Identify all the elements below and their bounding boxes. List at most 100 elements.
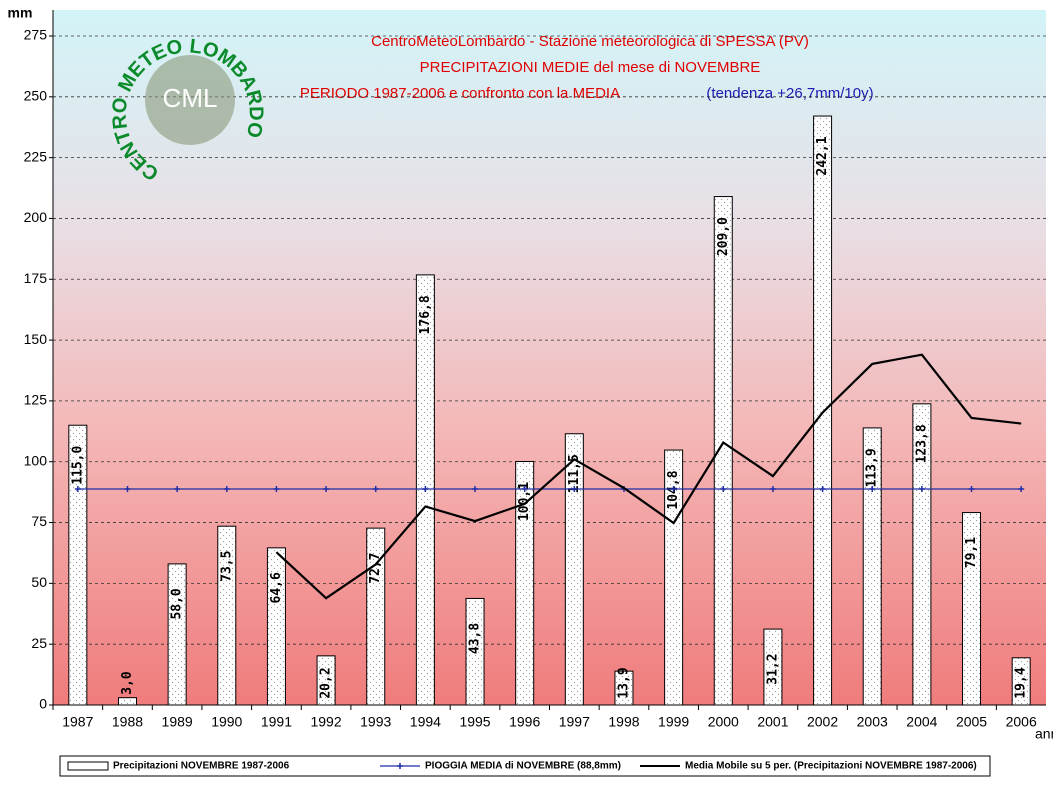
data-label: 13,9 (616, 667, 631, 698)
x-tick-label: 2003 (857, 714, 888, 730)
data-label: 113,9 (865, 448, 880, 487)
y-tick-label: 275 (24, 27, 48, 43)
bar (217, 525, 237, 706)
title-line: CentroMeteoLombardo - Stazione meteorolo… (371, 33, 809, 50)
bar (1011, 657, 1031, 706)
legend-label: PIOGGIA MEDIA di NOVEMBRE (88,8mm) (425, 761, 621, 772)
subtitle: (tendenza +26,7mm/10y) (706, 85, 873, 102)
line-marker (720, 485, 727, 492)
x-axis-label: anni (1035, 726, 1053, 742)
y-tick-label: 175 (24, 270, 48, 286)
data-label: 58,0 (170, 588, 185, 619)
x-tick-label: 1997 (559, 714, 590, 730)
title-line: PERIODO 1987-2006 e confronto con la MED… (300, 85, 620, 102)
data-label: 20,2 (319, 667, 334, 698)
line-marker (472, 485, 479, 492)
x-tick-label: 1993 (360, 714, 391, 730)
y-tick-label: 0 (39, 696, 47, 712)
bar (68, 424, 88, 706)
bar (515, 460, 535, 706)
line-marker (1018, 485, 1025, 492)
bar (763, 628, 783, 706)
x-tick-label: 2000 (708, 714, 739, 730)
bar (465, 597, 485, 706)
data-label: 242,1 (815, 136, 830, 175)
data-label: 31,2 (765, 653, 780, 684)
x-tick-label: 1999 (658, 714, 689, 730)
legend-marker (397, 763, 403, 769)
data-label: 115,0 (70, 446, 85, 485)
y-tick-label: 125 (24, 392, 48, 408)
x-tick-label: 1994 (410, 714, 441, 730)
bar (862, 427, 882, 706)
line-marker (124, 485, 131, 492)
line (275, 353, 1022, 600)
bar (713, 196, 733, 706)
bar (614, 670, 634, 706)
line-marker (521, 485, 528, 492)
line-marker (273, 485, 280, 492)
line-marker (74, 485, 81, 492)
x-tick-label: 2006 (1006, 714, 1037, 730)
line-marker (968, 485, 975, 492)
x-tick-label: 1995 (459, 714, 490, 730)
y-tick-label: 50 (31, 574, 47, 590)
line-marker (769, 485, 776, 492)
bar (366, 527, 386, 706)
bar (962, 512, 982, 706)
bar (564, 433, 584, 706)
y-tick-label: 75 (31, 513, 47, 529)
x-tick-label: 1989 (162, 714, 193, 730)
data-label: 176,8 (418, 295, 433, 334)
x-tick-label: 1998 (608, 714, 639, 730)
legend (59, 755, 991, 777)
x-tick-label: 1990 (211, 714, 242, 730)
data-label: 43,8 (468, 623, 483, 654)
x-tick-label: 2001 (757, 714, 788, 730)
data-label: 3,0 (120, 671, 135, 695)
line-marker (571, 485, 578, 492)
data-label: 73,5 (219, 551, 234, 582)
line-marker (223, 485, 230, 492)
title-line: PRECIPITAZIONI MEDIE del mese di NOVEMBR… (420, 59, 761, 76)
x-tick-label: 1988 (112, 714, 143, 730)
y-tick-label: 250 (24, 88, 48, 104)
x-tick-label: 1991 (261, 714, 292, 730)
logo-abbr: CML (163, 83, 218, 113)
y-tick-label: 150 (24, 331, 48, 347)
x-tick-label: 2004 (906, 714, 937, 730)
bar (813, 115, 833, 706)
y-axis-label: mm (8, 5, 33, 21)
data-label: 123,8 (914, 424, 929, 463)
x-tick-label: 2002 (807, 714, 838, 730)
line-marker (819, 485, 826, 492)
line-marker (918, 485, 925, 492)
y-tick-label: 100 (24, 452, 48, 468)
bar (266, 547, 286, 706)
x-tick-label: 2005 (956, 714, 987, 730)
line-marker (372, 485, 379, 492)
data-label: 79,1 (964, 537, 979, 568)
legend-label: Precipitazioni NOVEMBRE 1987-2006 (113, 761, 290, 772)
logo-map (145, 55, 235, 145)
legend-swatch (67, 761, 109, 771)
data-label: 19,4 (1014, 667, 1029, 698)
y-tick-label: 25 (31, 635, 47, 651)
y-tick-label: 225 (24, 148, 48, 164)
legend-label: Media Mobile su 5 per. (Precipitazioni N… (685, 761, 977, 772)
data-label: 64,6 (269, 572, 284, 603)
x-tick-label: 1987 (62, 714, 93, 730)
x-tick-label: 1992 (310, 714, 341, 730)
bar (117, 697, 137, 706)
data-label: 209,0 (716, 217, 731, 256)
line-marker (323, 485, 330, 492)
line-marker (174, 485, 181, 492)
bar (316, 655, 336, 706)
y-tick-label: 200 (24, 209, 48, 225)
data-label: 100,1 (517, 482, 532, 521)
bar (912, 403, 932, 706)
line-marker (670, 485, 677, 492)
bar (167, 563, 187, 706)
line-marker (869, 485, 876, 492)
